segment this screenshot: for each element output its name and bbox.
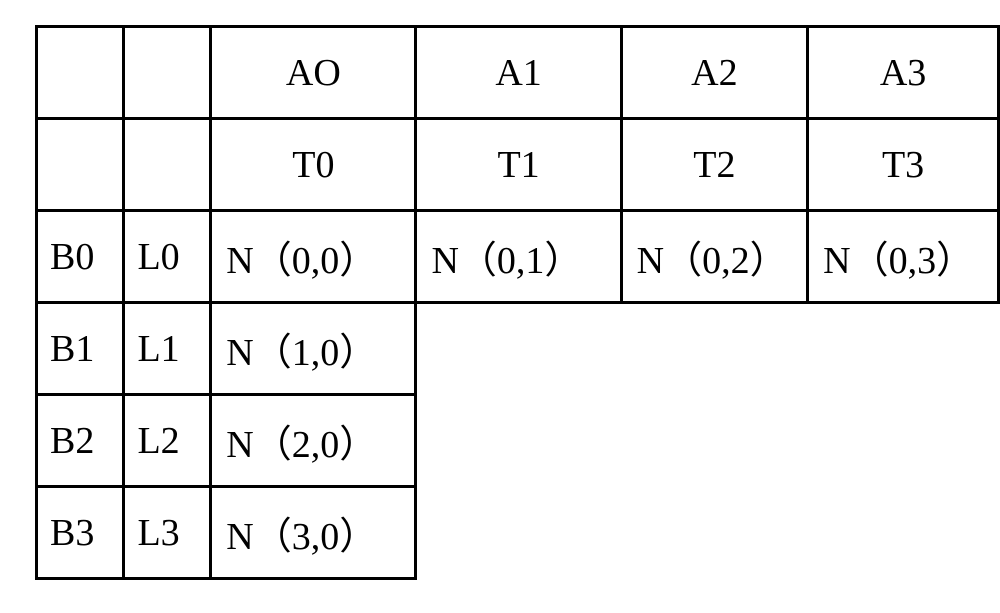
header-A2: A2 <box>621 27 807 119</box>
cell-N03: N（0,3） <box>808 211 999 303</box>
matrix-table: AO A1 A2 A3 T0 T1 T2 T3 B0 L0 N（0,0） N（0… <box>35 25 1000 580</box>
header-T2: T2 <box>621 119 807 211</box>
header-T3: T3 <box>808 119 999 211</box>
cell-L2: L2 <box>124 395 211 487</box>
header-A0: AO <box>211 27 416 119</box>
cell-B3: B3 <box>37 487 124 579</box>
cell-N00: N（0,0） <box>211 211 416 303</box>
table-row: B1 L1 N（1,0） <box>37 303 999 395</box>
cell-N30: N（3,0） <box>211 487 416 579</box>
table-row: T0 T1 T2 T3 <box>37 119 999 211</box>
cell-N02: N（0,2） <box>621 211 807 303</box>
cell-blank <box>37 27 124 119</box>
cell-B1: B1 <box>37 303 124 395</box>
cell-N20: N（2,0） <box>211 395 416 487</box>
cell-N01: N（0,1） <box>416 211 621 303</box>
header-T0: T0 <box>211 119 416 211</box>
table-row: B0 L0 N（0,0） N（0,1） N（0,2） N（0,3） <box>37 211 999 303</box>
header-A1: A1 <box>416 27 621 119</box>
cell-L3: L3 <box>124 487 211 579</box>
cell-blank <box>37 119 124 211</box>
cell-L1: L1 <box>124 303 211 395</box>
cell-B0: B0 <box>37 211 124 303</box>
cell-empty-region <box>416 303 999 579</box>
table: AO A1 A2 A3 T0 T1 T2 T3 B0 L0 N（0,0） N（0… <box>35 25 1000 580</box>
cell-blank <box>124 119 211 211</box>
cell-B2: B2 <box>37 395 124 487</box>
cell-blank <box>124 27 211 119</box>
table-row: AO A1 A2 A3 <box>37 27 999 119</box>
header-A3: A3 <box>808 27 999 119</box>
cell-L0: L0 <box>124 211 211 303</box>
cell-N10: N（1,0） <box>211 303 416 395</box>
header-T1: T1 <box>416 119 621 211</box>
